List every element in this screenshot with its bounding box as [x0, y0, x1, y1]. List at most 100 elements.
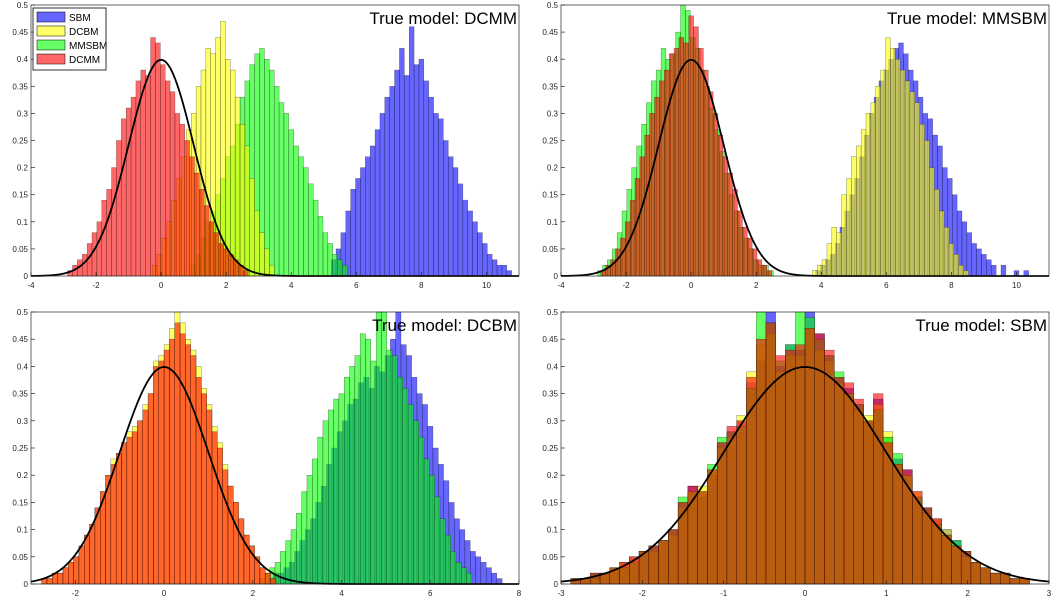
histogram-bar [163, 349, 170, 585]
legend-entry-dcbm: DCBM [36, 25, 98, 38]
histogram-bar [147, 393, 154, 585]
x-tick-label: -1 [720, 589, 728, 598]
histogram-bar [298, 156, 304, 277]
histogram-bar [344, 377, 350, 585]
histogram-bar [717, 134, 724, 277]
histogram-bar [185, 344, 191, 585]
histogram-bar [438, 118, 444, 277]
histogram-bar [233, 502, 239, 585]
histogram-bar [870, 102, 876, 277]
histogram-bar [885, 37, 891, 277]
histogram-bar [450, 551, 457, 585]
y-tick-label: 0.25 [12, 444, 28, 453]
histogram-bar [206, 409, 213, 585]
legend-label: MMSBM [69, 41, 107, 52]
histogram-bar [457, 183, 464, 277]
histogram-bar [707, 469, 718, 585]
x-tick-label: 0 [803, 589, 808, 598]
y-tick-label: 0.45 [542, 335, 558, 344]
y-tick-label: 0.05 [12, 553, 28, 562]
histogram-bar [350, 189, 356, 277]
histogram-bar [375, 311, 382, 585]
histogram-bar [78, 545, 85, 585]
histogram-bar [190, 355, 197, 585]
panel-title: True model: DCBM [372, 316, 517, 335]
y-tick-label: 0 [554, 272, 559, 281]
histogram-bar [402, 387, 409, 585]
histogram-bar [688, 15, 694, 277]
legend-swatch [36, 39, 66, 51]
normal-density-curve [560, 366, 1050, 583]
histogram-bar [160, 64, 166, 277]
x-tick-label: -4 [557, 281, 565, 290]
histogram-bar [795, 344, 806, 585]
histogram-bar [765, 322, 776, 585]
histogram-bar [290, 529, 297, 585]
histogram-bar [785, 349, 796, 585]
histogram-bar [659, 80, 665, 277]
y-tick-label: 0 [24, 272, 29, 281]
histogram-bar [391, 355, 398, 585]
y-tick-label: 0.3 [547, 109, 559, 118]
y-tick-label: 0.45 [12, 28, 28, 37]
histogram-bar [333, 398, 340, 585]
histogram-bar [1009, 578, 1020, 585]
histogram-bar [480, 562, 487, 585]
legend-swatch [36, 53, 66, 65]
histogram-bar [306, 475, 313, 585]
histogram-bar [283, 113, 290, 277]
histogram-bar [727, 172, 733, 277]
histogram-bar [199, 189, 205, 277]
histogram-bar [732, 189, 738, 277]
panel-true-model-mmsbm: True model: MMSBM 0 0.05 0.1 0.15 0.2 0.25 0.3… [542, 1, 1050, 290]
histogram-bar [775, 355, 786, 585]
histogram-bar [328, 409, 334, 585]
histogram-bar [496, 264, 503, 277]
y-tick-label: 0.4 [17, 55, 29, 64]
histogram-bar [418, 436, 425, 585]
y-tick-label: 0.1 [17, 218, 29, 227]
histogram-bar [91, 232, 98, 277]
histogram-bar [1000, 264, 1007, 277]
x-tick-label: -3 [557, 589, 565, 598]
y-tick-label: 0.2 [547, 164, 559, 173]
histogram-bar [433, 113, 439, 277]
histogram-bar [934, 189, 940, 277]
histogram-bar [648, 545, 659, 585]
histogram-bar [259, 567, 266, 585]
legend-label: DCMM [69, 55, 100, 66]
histogram-bar [664, 69, 670, 277]
histogram-bar [625, 221, 631, 277]
histogram-bar [211, 431, 218, 585]
histogram-bar [899, 69, 906, 277]
histogram-bar [462, 199, 468, 277]
histogram-bar [708, 91, 714, 277]
histogram-bar [856, 145, 862, 277]
histogram-bar [230, 69, 236, 277]
y-tick-label: 0.2 [547, 471, 559, 480]
histogram-bar [370, 360, 377, 585]
panel-title: True model: SBM [915, 316, 1047, 335]
histogram-bar [953, 254, 959, 277]
histogram-bar [472, 221, 478, 277]
histogram-bar [466, 572, 473, 585]
histogram-bar [259, 232, 265, 277]
histogram-bar [169, 339, 175, 585]
histogram-bar [407, 404, 414, 585]
y-tick-label: 0.5 [17, 308, 29, 317]
series-dcmm [570, 322, 1030, 585]
histogram-bar [409, 26, 415, 277]
histogram-bar [115, 453, 122, 585]
histogram-bar [863, 420, 874, 585]
histogram-bar [278, 102, 285, 277]
y-tick-label: 0.1 [17, 526, 29, 535]
histogram-bar [821, 259, 828, 277]
histogram-bar [986, 259, 992, 277]
histogram-bar [501, 264, 508, 277]
histogram-bar [355, 178, 361, 277]
histogram-bar [288, 129, 294, 277]
y-tick-label: 0.15 [542, 191, 558, 200]
legend-label: SBM [69, 13, 91, 24]
histogram-bar [155, 42, 161, 277]
y-tick-label: 0.05 [542, 245, 558, 254]
